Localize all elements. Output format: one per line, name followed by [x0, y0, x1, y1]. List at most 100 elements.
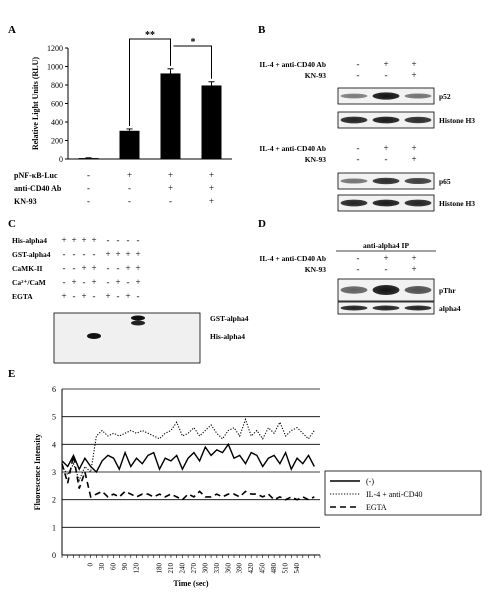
x-tick-label: 180	[155, 563, 163, 574]
y-tick-label: 1200	[47, 44, 63, 53]
x-axis-label: Time (sec)	[173, 579, 209, 588]
ip-header: anti-alpha4 IP	[363, 241, 409, 250]
x-tick-label: 450	[259, 563, 267, 574]
y-tick-label: 200	[51, 137, 63, 146]
treatment-mark: +	[125, 249, 130, 259]
blot-band	[372, 285, 400, 295]
treatment-mark: -	[107, 277, 110, 287]
treatment-mark: -	[357, 154, 360, 164]
panel-letter-b: B	[258, 24, 266, 36]
x-tick-label: 360	[224, 563, 232, 574]
treatment-mark: +	[411, 253, 416, 263]
treatment-mark: +	[91, 277, 96, 287]
gst-alpha4-band	[131, 315, 145, 321]
treatment-mark: -	[128, 196, 131, 206]
treatment-mark: +	[383, 143, 388, 153]
treatment-mark: -	[87, 183, 90, 193]
treatment-mark: -	[137, 235, 140, 245]
blot-band	[372, 177, 400, 185]
blot-band	[340, 199, 368, 207]
blot-band	[372, 92, 400, 100]
treatment-mark: -	[357, 59, 360, 69]
significance-bracket	[129, 38, 171, 126]
treatment-mark: +	[209, 170, 214, 180]
band-label: His-alpha4	[210, 332, 245, 341]
x-tick-label: 330	[213, 563, 221, 574]
treatment-mark: -	[83, 277, 86, 287]
x-tick-label: 540	[293, 563, 301, 574]
treatment-mark: +	[383, 253, 388, 263]
blot-band	[404, 199, 432, 207]
band-label: p52	[439, 92, 451, 101]
y-tick-label: 0	[52, 551, 56, 560]
blot-band	[340, 93, 368, 99]
blot-band	[404, 177, 432, 185]
treatment-mark: +	[61, 235, 66, 245]
treatment-mark: +	[127, 170, 132, 180]
blot-band	[404, 286, 432, 294]
treatment-mark: -	[87, 170, 90, 180]
x-tick-label: 480	[270, 563, 278, 574]
y-axis-label: Fluorescence Intensity	[33, 434, 42, 511]
y-tick-label: 6	[52, 385, 56, 394]
treatment-mark: +	[71, 235, 76, 245]
treatment-mark: -	[385, 154, 388, 164]
row-label: KN-93	[305, 155, 326, 164]
bar	[201, 85, 222, 159]
treatment-mark: -	[357, 143, 360, 153]
treatment-mark: +	[135, 249, 140, 259]
x-tick-label: 270	[190, 563, 198, 574]
treatment-mark: -	[93, 249, 96, 259]
panel-letter-d: D	[258, 218, 266, 230]
row-label: CaMK-II	[12, 264, 42, 273]
band-label: Histone H3	[439, 199, 475, 208]
row-label: Ca²⁺/CaM	[12, 278, 46, 287]
treatment-mark: -	[107, 263, 110, 273]
y-tick-label: 2	[52, 496, 56, 505]
treatment-mark: +	[105, 249, 110, 259]
x-tick-label: 120	[133, 563, 141, 574]
treatment-mark: +	[209, 183, 214, 193]
y-tick-label: 3	[52, 468, 56, 477]
treatment-mark: -	[63, 249, 66, 259]
y-axis-label: Relative Light Units (RLU)	[31, 57, 40, 150]
treatment-mark: -	[357, 264, 360, 274]
x-tick-label: 210	[167, 563, 175, 574]
treatment-mark: +	[125, 263, 130, 273]
treatment-mark: -	[87, 196, 90, 206]
blot-band	[404, 116, 432, 124]
y-tick-label: 4	[52, 440, 56, 449]
blot-band	[404, 305, 432, 311]
row-label: KN-93	[14, 197, 37, 206]
x-tick-label: 240	[178, 563, 186, 574]
treatment-mark: +	[115, 277, 120, 287]
bar	[160, 73, 181, 159]
blot-band	[372, 199, 400, 207]
treatment-mark: -	[117, 291, 120, 301]
treatment-mark: -	[117, 235, 120, 245]
treatment-mark: +	[411, 154, 416, 164]
panel-letter-c: C	[8, 218, 16, 230]
panel-letter-e: E	[8, 368, 15, 380]
y-tick-label: 1000	[47, 63, 63, 72]
treatment-mark: +	[105, 291, 110, 301]
treatment-mark: +	[168, 183, 173, 193]
treatment-mark: +	[411, 264, 416, 274]
blot-band	[340, 178, 368, 184]
treatment-mark: +	[71, 277, 76, 287]
series-line	[61, 417, 315, 482]
band-label: p65	[439, 177, 451, 186]
treatment-mark: -	[73, 249, 76, 259]
blot-band	[340, 116, 368, 124]
treatment-mark: -	[73, 263, 76, 273]
row-label: IL-4 + anti-CD40 Ab	[259, 254, 326, 263]
treatment-mark: +	[411, 70, 416, 80]
treatment-mark: -	[73, 291, 76, 301]
panel-letter-a: A	[8, 24, 16, 36]
treatment-mark: +	[115, 249, 120, 259]
treatment-mark: -	[63, 277, 66, 287]
treatment-mark: +	[61, 291, 66, 301]
panel-c-kinase-assay: His-alpha4 + + + + - - - -GST-alpha4- - - - + + + +CaMK…	[12, 235, 249, 364]
